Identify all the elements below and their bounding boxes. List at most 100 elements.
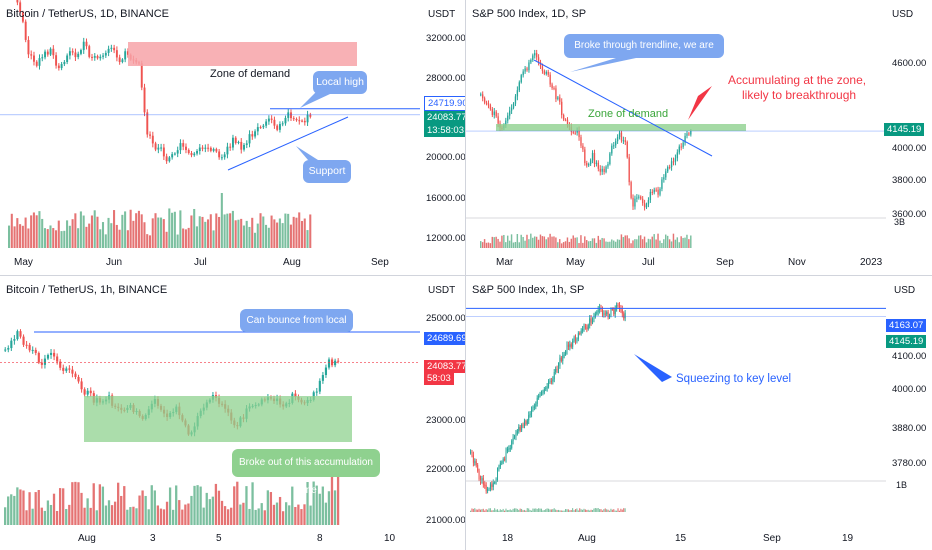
volume-bar [587, 241, 590, 248]
volume-bar [318, 493, 321, 525]
candle-body [176, 150, 179, 154]
volume-bar [218, 216, 221, 248]
candle-body [534, 53, 536, 56]
x-tick: May [14, 257, 33, 268]
btc-1d-panel[interactable]: Bitcoin / TetherUS, 1D, BINANCE USDT 320… [0, 0, 465, 275]
spx-1d-chart[interactable] [466, 0, 932, 275]
candle-body [485, 485, 487, 491]
volume-bar [309, 505, 312, 525]
volume-bar [572, 235, 574, 248]
volume-bar [49, 225, 52, 248]
volume-bar [599, 509, 601, 512]
candle-body [68, 51, 71, 56]
volume-bar [591, 238, 594, 248]
candle-body [472, 455, 474, 463]
countdown-tag: 58:03 [424, 372, 454, 385]
y-tick: 22000.00 [426, 464, 465, 475]
volume-bar [586, 240, 588, 248]
volume-bar [266, 490, 269, 525]
candle-body [539, 393, 541, 396]
x-tick: Sep [371, 257, 389, 268]
volume-bar [470, 510, 472, 512]
volume-bar [564, 241, 567, 248]
candle-body [569, 344, 571, 347]
volume-bar [291, 486, 294, 525]
volume-bar [101, 486, 105, 525]
candle-body [590, 318, 592, 323]
candle-body [632, 197, 634, 207]
volume-bar [74, 481, 77, 525]
panel-title: S&P 500 Index, 1h, SP [472, 284, 585, 296]
panel-title: Bitcoin / TetherUS, 1h, BINANCE [6, 284, 168, 296]
candle-body [555, 88, 557, 100]
spx-1h-panel[interactable]: S&P 500 Index, 1h, SP USD 4100.00 4000.0… [466, 276, 932, 550]
volume-bar [234, 220, 237, 248]
btc-1h-chart[interactable] [0, 276, 465, 550]
candle-body [510, 107, 513, 111]
candle-body [577, 333, 579, 340]
volume-bar [220, 500, 224, 525]
volume-bar [478, 508, 480, 512]
volume-bar [609, 241, 611, 248]
candle-body [525, 421, 527, 425]
high-price-tag: 4163.07 [886, 319, 927, 332]
volume-bar [499, 241, 501, 248]
volume-bar [480, 241, 482, 248]
volume-bar [672, 233, 675, 248]
volume-bar [557, 509, 559, 512]
volume-bar [580, 509, 582, 512]
volume-bar [99, 229, 102, 248]
candle-body [672, 161, 675, 163]
btc-1h-panel[interactable]: Bitcoin / TetherUS, 1h, BINANCE USDT 250… [0, 276, 465, 550]
volume-bar [530, 233, 532, 248]
candle-body [295, 118, 298, 121]
volume-bar [156, 505, 160, 525]
volume-bar [121, 214, 124, 248]
volume-bar [25, 510, 28, 525]
candle-body [607, 312, 609, 318]
volume-bar [38, 211, 41, 248]
volume-bar [537, 239, 540, 248]
candle-body [287, 112, 290, 118]
candle-body [668, 167, 671, 169]
spx-1h-chart[interactable] [466, 276, 932, 550]
volume-bar [10, 213, 13, 248]
x-tick: 5 [216, 533, 222, 544]
candle-body [256, 127, 259, 132]
candle-body [551, 84, 553, 89]
candle-body [321, 374, 324, 381]
panel-title: Bitcoin / TetherUS, 1D, BINANCE [6, 8, 170, 20]
volume-bar [175, 485, 178, 525]
volume-bar [580, 235, 582, 248]
volume-bar [276, 222, 279, 248]
volume-bar [298, 212, 301, 248]
volume-bar [292, 216, 295, 248]
candle-body [30, 54, 33, 56]
candle-body [565, 351, 567, 355]
candle-body [616, 137, 619, 142]
volume-bar [502, 508, 504, 512]
btc-1d-chart[interactable] [0, 0, 465, 275]
volume-bar [639, 235, 642, 248]
candle-body [614, 309, 616, 315]
local-high-callout: Local high [313, 71, 367, 94]
panel-title: S&P 500 Index, 1D, SP [472, 8, 587, 20]
volume-bar [107, 217, 110, 248]
volume-bar [614, 510, 616, 512]
x-tick: 15 [675, 533, 687, 544]
volume-bar [306, 230, 309, 248]
candle-body [49, 352, 53, 355]
volume-bar [66, 220, 69, 248]
volume-bar [568, 241, 571, 248]
volume-bar [199, 486, 202, 525]
y-tick: 16000.00 [426, 193, 465, 204]
volume-bar [641, 239, 644, 248]
volume-bar [560, 243, 563, 248]
volume-bar [88, 223, 91, 248]
volume-bar [518, 509, 520, 512]
volume-bar [193, 208, 196, 248]
volume-bar [560, 510, 562, 512]
candle-body [477, 465, 479, 471]
spx-1d-panel[interactable]: S&P 500 Index, 1D, SP USD 4600.00 4000.0… [466, 0, 932, 275]
candle-body [588, 164, 590, 166]
